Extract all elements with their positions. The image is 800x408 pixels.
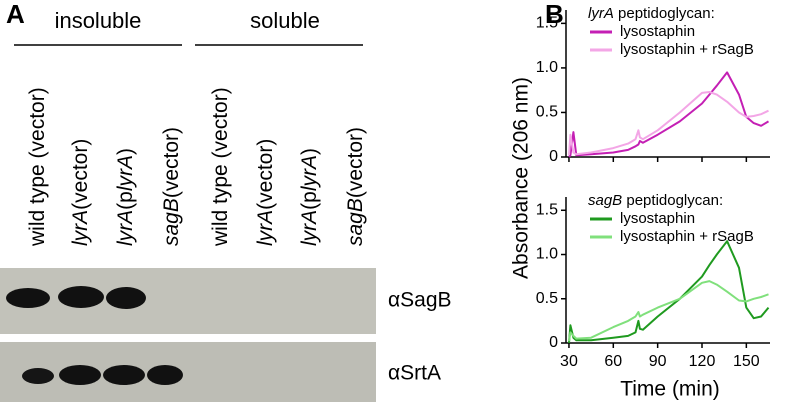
band [147,365,183,385]
x-tick-label: 30 [560,353,578,370]
text-part: lyrA [114,210,137,246]
group-label: soluble [250,8,320,33]
lane-label: wild type (vector) [26,87,49,247]
lane-label: lyrA(plyrA) [298,148,321,246]
text-part: ) [298,148,321,155]
band [106,287,146,309]
band [58,286,104,308]
text-part: lyrA [298,210,321,246]
lane-label: wild type (vector) [209,87,232,247]
text-part: (vector) [69,139,92,210]
band [6,288,50,308]
y-tick-label: 1.0 [536,246,558,263]
text-part: (vector) [160,127,183,198]
blot [0,268,376,334]
text-part: (vector) [344,127,367,198]
y-tick-label: 0.5 [536,104,558,121]
y-tick-label: 0.5 [536,290,558,307]
text-part: wild type (vector) [209,87,232,247]
group-label: insoluble [55,8,142,33]
legend-label: lysostaphin + rSagB [620,41,754,58]
lane-label: sagB(vector) [344,127,367,246]
y-tick-label: 0 [549,148,558,165]
legend-label: lysostaphin [620,210,695,227]
band [59,365,101,385]
y-tick-label: 1.5 [536,15,558,32]
text-part: sagB [160,198,183,246]
y-axis-label: Absorbance (206 nm) [510,77,533,279]
text-part: peptidoglycan: [622,192,723,209]
y-tick-label: 0 [549,334,558,351]
text-part: lyrA [588,5,614,22]
panel-label: A [6,0,25,29]
text-part: lyrA [298,155,321,191]
text-part: (p [298,191,321,210]
text-part: (vector) [254,139,277,210]
data-line [568,91,769,156]
y-tick-label: 1.5 [536,201,558,218]
lane-label: lyrA(vector) [69,139,92,246]
text-part: lyrA [69,210,92,246]
text-part: lyrA [254,210,277,246]
band [22,368,54,384]
data-line [568,71,770,158]
lane-label: sagB(vector) [160,127,183,246]
legend-title: lyrA peptidoglycan: [588,5,715,22]
legend-label: lysostaphin + rSagB [620,228,754,245]
blot-label: αSrtA [388,362,441,385]
legend-title: sagB peptidoglycan: [588,192,723,209]
lane-label: lyrA(plyrA) [114,148,137,246]
x-tick-label: 120 [689,353,716,370]
panel-label: B [545,0,564,29]
x-axis-label: Time (min) [620,378,720,401]
data-line [568,240,770,344]
text-part: wild type (vector) [26,87,49,247]
text-part: (p [114,191,137,210]
text-part: ) [114,148,137,155]
text-part: peptidoglycan: [614,5,715,22]
band [103,365,145,385]
y-tick-label: 1.0 [536,59,558,76]
blot [0,342,376,402]
x-tick-label: 150 [733,353,760,370]
x-tick-label: 90 [649,353,667,370]
legend-label: lysostaphin [620,23,695,40]
blot-label: αSagB [388,289,452,312]
lane-label: lyrA(vector) [254,139,277,246]
text-part: sagB [344,198,367,246]
text-part: sagB [588,192,622,209]
data-line [568,280,769,342]
x-tick-label: 60 [604,353,622,370]
text-part: lyrA [114,155,137,191]
